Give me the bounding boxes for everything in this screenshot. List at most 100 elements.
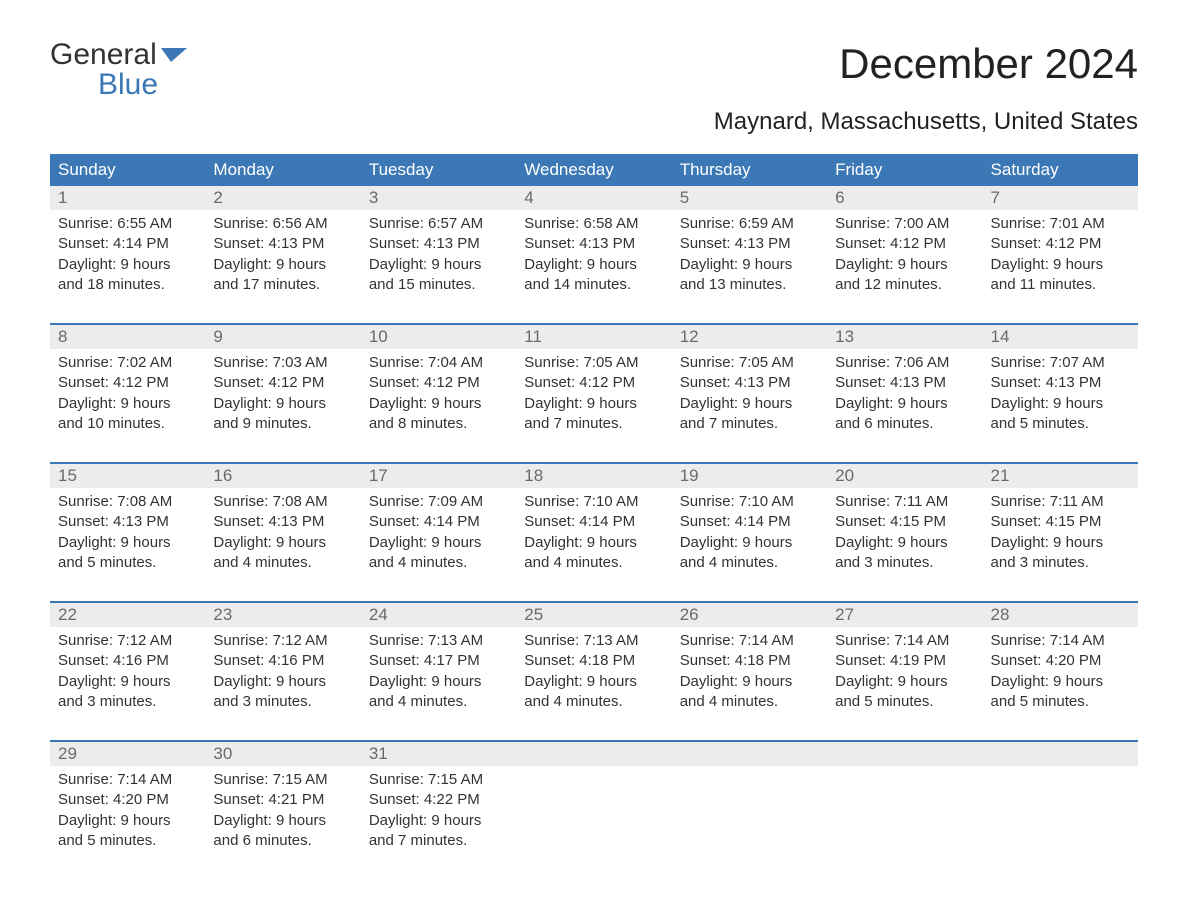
day-body-row: Sunrise: 7:12 AM Sunset: 4:16 PM Daylight:… [50, 627, 1138, 741]
daylight-line1: Daylight: 9 hours [213, 256, 326, 273]
sunset-text: Sunset: 4:15 PM [991, 513, 1102, 530]
daylight-line1: Daylight: 9 hours [524, 395, 637, 412]
day-number-cell: 23 [205, 603, 360, 627]
sunrise-text: Sunrise: 7:13 AM [524, 632, 638, 649]
daylight-line2: and 12 minutes. [835, 276, 942, 293]
daylight-line1: Daylight: 9 hours [680, 395, 793, 412]
day-body-cell: Sunrise: 7:05 AMSunset: 4:13 PMDaylight:… [672, 349, 827, 463]
daylight-line1: Daylight: 9 hours [991, 395, 1104, 412]
sunset-text: Sunset: 4:20 PM [58, 791, 169, 808]
logo-word-2: Blue [98, 70, 158, 100]
day-number-cell: 31 [361, 742, 516, 766]
day-number-cell: 28 [983, 603, 1138, 627]
day-number-cell: 19 [672, 464, 827, 488]
day-number-cell: 2 [205, 186, 360, 210]
day-number-cell: 22 [50, 603, 205, 627]
sunset-text: Sunset: 4:14 PM [524, 513, 635, 530]
daylight-line1: Daylight: 9 hours [835, 534, 948, 551]
logo-word-1: General [50, 40, 157, 70]
sunset-text: Sunset: 4:14 PM [680, 513, 791, 530]
sunrise-text: Sunrise: 7:12 AM [213, 632, 327, 649]
day-body-cell [827, 766, 982, 879]
day-number-cell: 5 [672, 186, 827, 210]
sunset-text: Sunset: 4:14 PM [58, 235, 169, 252]
day-body-cell: Sunrise: 6:55 AMSunset: 4:14 PMDaylight:… [50, 210, 205, 324]
day-number-cell [827, 742, 982, 766]
daylight-line1: Daylight: 9 hours [213, 812, 326, 829]
day-body-row: Sunrise: 7:14 AM Sunset: 4:20 PM Daylight:… [50, 766, 1138, 879]
sunset-text: Sunset: 4:18 PM [524, 652, 635, 669]
day-body-cell: Sunrise: 7:01 AMSunset: 4:12 PMDaylight:… [983, 210, 1138, 324]
sunset-text: Sunset: 4:16 PM [58, 652, 169, 669]
day-number-row: 22232425262728 [50, 603, 1138, 627]
sunset-text: Sunset: 4:13 PM [58, 513, 169, 530]
sunset-text: Sunset: 4:13 PM [991, 374, 1102, 391]
daylight-line2: and 14 minutes. [524, 276, 631, 293]
sunrise-text: Sunrise: 7:01 AM [991, 215, 1105, 232]
daylight-line2: and 10 minutes. [58, 415, 165, 432]
day-body-cell: Sunrise: 7:12 AMSunset: 4:16 PMDaylight:… [205, 627, 360, 741]
sunrise-text: Sunrise: 7:11 AM [991, 493, 1104, 510]
daylight-line2: and 3 minutes. [213, 693, 311, 710]
day-body-cell: Sunrise: 7:00 AMSunset: 4:12 PMDaylight:… [827, 210, 982, 324]
day-body-row: Sunrise: 7:08 AM Sunset: 4:13 PM Daylight:… [50, 488, 1138, 602]
daylight-line1: Daylight: 9 hours [58, 395, 171, 412]
sunrise-text: Sunrise: 7:11 AM [835, 493, 948, 510]
weekday-header: Sunday [50, 154, 205, 186]
day-number-cell: 30 [205, 742, 360, 766]
day-number-cell: 25 [516, 603, 671, 627]
day-number-cell: 9 [205, 325, 360, 349]
day-number-cell: 1 [50, 186, 205, 210]
daylight-line2: and 6 minutes. [835, 415, 933, 432]
sunrise-text: Sunrise: 7:05 AM [680, 354, 794, 371]
header: General Blue December 2024 [50, 40, 1138, 100]
daylight-line1: Daylight: 9 hours [835, 395, 948, 412]
daylight-line2: and 13 minutes. [680, 276, 787, 293]
day-number-cell: 17 [361, 464, 516, 488]
daylight-line2: and 7 minutes. [524, 415, 622, 432]
day-number-row: 891011121314 [50, 325, 1138, 349]
sunrise-text: Sunrise: 7:04 AM [369, 354, 483, 371]
sunset-text: Sunset: 4:13 PM [835, 374, 946, 391]
day-number-cell: 3 [361, 186, 516, 210]
day-number-cell: 14 [983, 325, 1138, 349]
day-body-cell: Sunrise: 7:05 AMSunset: 4:12 PMDaylight:… [516, 349, 671, 463]
daylight-line1: Daylight: 9 hours [369, 812, 482, 829]
day-body-cell: Sunrise: 7:04 AMSunset: 4:12 PMDaylight:… [361, 349, 516, 463]
sunset-text: Sunset: 4:13 PM [369, 235, 480, 252]
day-number-cell: 7 [983, 186, 1138, 210]
day-body-row: Sunrise: 6:55 AM Sunset: 4:14 PM Daylight:… [50, 210, 1138, 324]
sunrise-text: Sunrise: 7:02 AM [58, 354, 172, 371]
daylight-line2: and 4 minutes. [680, 554, 778, 571]
sunset-text: Sunset: 4:22 PM [369, 791, 480, 808]
day-body-cell: Sunrise: 7:10 AMSunset: 4:14 PMDaylight:… [516, 488, 671, 602]
daylight-line2: and 6 minutes. [213, 832, 311, 849]
sunrise-text: Sunrise: 7:08 AM [213, 493, 327, 510]
day-number-cell: 8 [50, 325, 205, 349]
day-body-row: Sunrise: 7:02 AM Sunset: 4:12 PM Daylight:… [50, 349, 1138, 463]
weekday-header: Saturday [983, 154, 1138, 186]
sunrise-text: Sunrise: 7:09 AM [369, 493, 483, 510]
day-body-cell: Sunrise: 7:10 AMSunset: 4:14 PMDaylight:… [672, 488, 827, 602]
daylight-line1: Daylight: 9 hours [369, 534, 482, 551]
daylight-line1: Daylight: 9 hours [835, 673, 948, 690]
day-body-cell: Sunrise: 7:03 AMSunset: 4:12 PMDaylight:… [205, 349, 360, 463]
day-body-cell: Sunrise: 7:09 AMSunset: 4:14 PMDaylight:… [361, 488, 516, 602]
sunset-text: Sunset: 4:12 PM [58, 374, 169, 391]
sunrise-text: Sunrise: 7:00 AM [835, 215, 949, 232]
daylight-line1: Daylight: 9 hours [58, 534, 171, 551]
sunrise-text: Sunrise: 7:14 AM [58, 771, 172, 788]
daylight-line2: and 7 minutes. [369, 832, 467, 849]
sunset-text: Sunset: 4:15 PM [835, 513, 946, 530]
daylight-line2: and 4 minutes. [524, 693, 622, 710]
weekday-header-row: Sunday Monday Tuesday Wednesday Thursday… [50, 154, 1138, 186]
day-body-cell: Sunrise: 7:15 AMSunset: 4:22 PMDaylight:… [361, 766, 516, 879]
day-body-cell: Sunrise: 7:13 AMSunset: 4:17 PMDaylight:… [361, 627, 516, 741]
sunrise-text: Sunrise: 6:55 AM [58, 215, 172, 232]
daylight-line1: Daylight: 9 hours [213, 395, 326, 412]
day-body-cell [672, 766, 827, 879]
daylight-line2: and 5 minutes. [991, 415, 1089, 432]
sunset-text: Sunset: 4:18 PM [680, 652, 791, 669]
sunrise-text: Sunrise: 7:14 AM [991, 632, 1105, 649]
daylight-line1: Daylight: 9 hours [524, 673, 637, 690]
